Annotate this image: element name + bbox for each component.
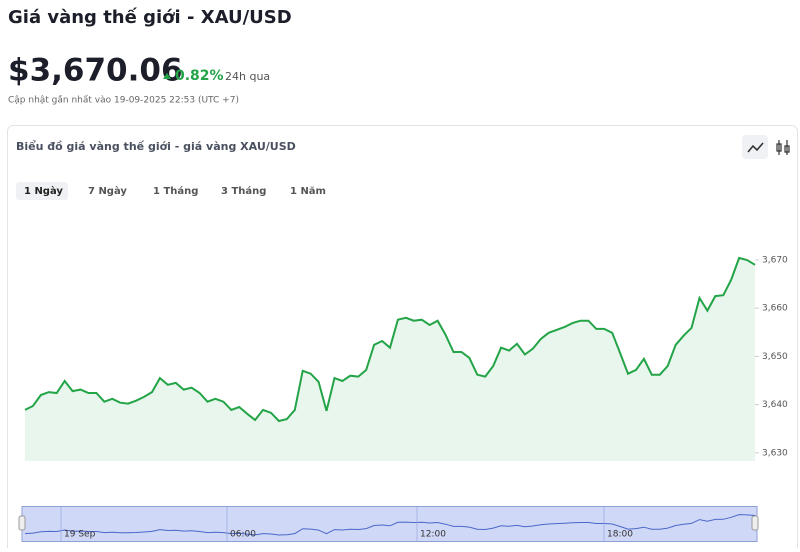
nav-label: 18:00 (607, 530, 633, 540)
line-icon (747, 142, 764, 153)
candle-icon (776, 140, 790, 155)
change: 0.82% (175, 68, 224, 84)
price: $3,670.06 (8, 53, 183, 89)
card-title: Biểu đồ giá vàng thế giới - giá vàng XAU… (16, 140, 296, 153)
tab-active-bg (16, 182, 68, 200)
nav-label: 19 Sep (64, 530, 96, 540)
price-line (24, 256, 756, 423)
y-tick-label: 3,670 (762, 255, 788, 265)
y-tick-label: 3,640 (762, 400, 788, 410)
nav-line (24, 514, 756, 536)
y-tick-label: 3,650 (762, 352, 788, 362)
y-tick-label: 3,660 (762, 304, 788, 314)
y-tick-label: 3,630 (762, 448, 788, 458)
nav-handle-right[interactable] (751, 515, 759, 531)
tab[interactable]: 3 Tháng (221, 185, 266, 197)
period: 24h qua (225, 70, 270, 83)
tab[interactable]: 7 Ngày (88, 185, 127, 197)
nav-handle-left[interactable] (18, 515, 26, 531)
updated: Cập nhật gần nhất vào 19-09-2025 22:53 (… (8, 95, 239, 106)
nav-label: 06:00 (230, 530, 256, 540)
page-title: Giá vàng thế giới - XAU/USD (8, 7, 292, 28)
tab[interactable]: 1 Năm (290, 186, 326, 197)
nav-label: 12:00 (420, 530, 446, 540)
candle-view-button[interactable] (770, 135, 796, 159)
tab[interactable]: 1 Tháng (153, 185, 198, 197)
navigator[interactable] (21, 506, 758, 542)
area (25, 258, 755, 461)
tab[interactable]: 1 Ngày (24, 185, 63, 197)
up-arrow (163, 73, 171, 79)
